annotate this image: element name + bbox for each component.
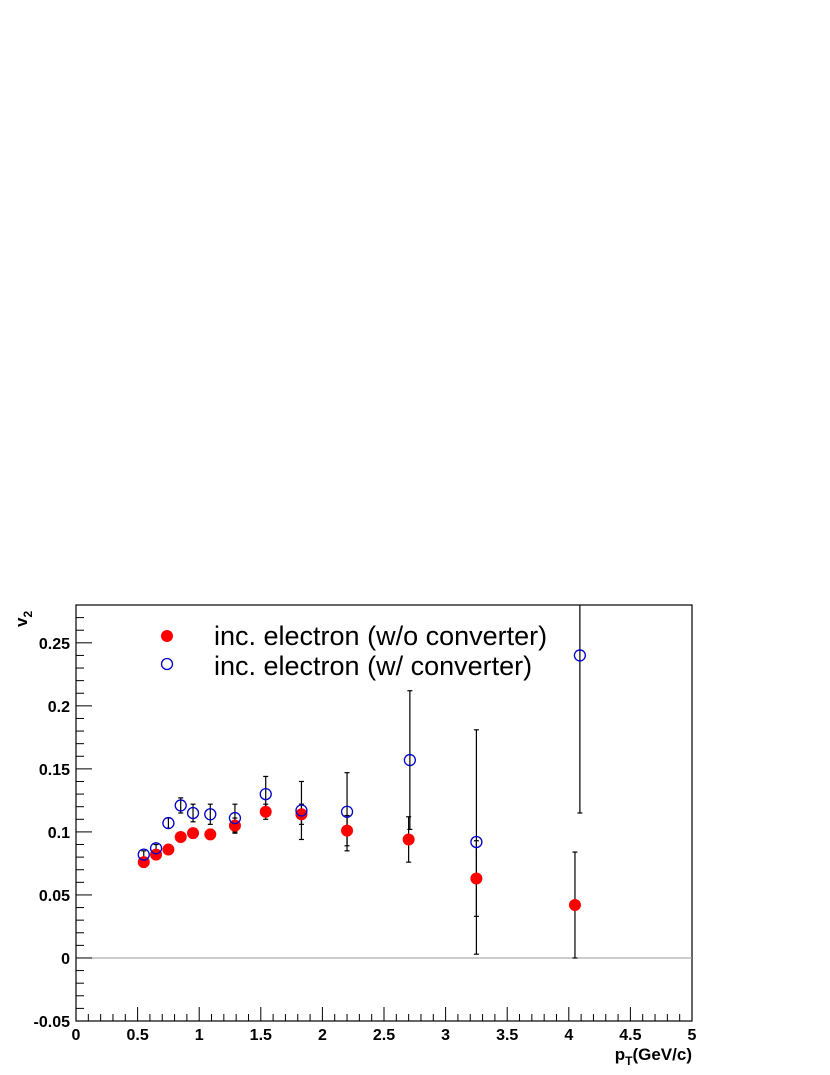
x-axis-title: pT(GeV/c) <box>615 1045 692 1068</box>
x-axis-ticks <box>75 1007 693 1021</box>
legend-label-series-2: inc. electron (w/ converter) <box>214 651 532 681</box>
data-point-filled <box>174 830 187 843</box>
x-tick-label: 3 <box>441 1027 450 1044</box>
y-tick-label: 0.1 <box>48 825 70 842</box>
data-point-open <box>174 799 187 812</box>
y-axis-ticks <box>76 604 92 1022</box>
legend: inc. electron (w/o converter) inc. elect… <box>160 621 547 681</box>
x-axis-title-sub: T <box>625 1054 633 1068</box>
y-tick-label: -0.05 <box>34 1014 71 1031</box>
data-point-filled <box>204 828 217 841</box>
data-point-filled <box>150 848 163 861</box>
data-point-open <box>403 753 417 767</box>
y-tick-label: 0.2 <box>48 699 70 716</box>
data-point-filled <box>470 872 483 885</box>
x-tick-label: 0.5 <box>126 1027 148 1044</box>
data-point-filled <box>568 899 581 912</box>
y-tick-label: 0.05 <box>39 888 70 905</box>
x-axis-title-unit: (GeV/c) <box>632 1045 692 1064</box>
svg-text:v2: v2 <box>12 611 35 627</box>
data-point-open <box>137 848 150 861</box>
error-bars <box>141 605 583 959</box>
x-axis-title-main: p <box>615 1045 625 1064</box>
y-axis-title: v2 <box>12 611 35 627</box>
data-point-open <box>573 649 587 662</box>
x-tick-label: 1.5 <box>250 1027 272 1044</box>
data-point-filled <box>341 824 354 837</box>
data-points <box>137 649 587 912</box>
data-point-open <box>340 805 354 818</box>
data-point-filled <box>187 827 200 840</box>
data-point-open <box>228 811 242 825</box>
x-tick-label: 1 <box>195 1027 204 1044</box>
y-axis-title-main: v <box>12 617 31 627</box>
data-point-open <box>259 787 272 801</box>
data-point-open <box>295 804 308 817</box>
x-tick-label: 4.5 <box>619 1027 641 1044</box>
data-point-filled <box>295 808 308 821</box>
x-tick-label: 2 <box>318 1027 327 1044</box>
data-point-open <box>204 808 217 821</box>
data-point-open <box>470 835 483 849</box>
y-tick-label: 0.25 <box>39 636 70 653</box>
data-point-open <box>149 842 163 855</box>
data-point-open <box>186 806 200 820</box>
x-tick-label: 3.5 <box>496 1027 518 1044</box>
data-point-open <box>162 816 175 830</box>
y-tick-labels: -0.05 0 0.05 0.1 0.15 0.2 0.25 <box>34 636 71 1031</box>
x-tick-label: 0 <box>72 1027 81 1044</box>
legend-marker-open <box>160 657 174 671</box>
x-tick-label: 4 <box>564 1027 573 1044</box>
x-tick-label: 2.5 <box>373 1027 395 1044</box>
data-point-filled <box>259 805 272 818</box>
y-tick-label: 0 <box>61 951 70 968</box>
legend-label-series-1: inc. electron (w/o converter) <box>214 621 547 651</box>
x-tick-label: 5 <box>688 1027 697 1044</box>
data-point-filled <box>162 843 175 856</box>
y-axis-title-sub: 2 <box>21 611 35 618</box>
data-point-filled <box>402 833 415 846</box>
y-tick-label: 0.15 <box>39 762 70 779</box>
x-tick-labels: 0 0.5 1 1.5 2 2.5 3 3.5 4 4.5 5 <box>72 1027 697 1044</box>
legend-marker-filled <box>161 630 173 642</box>
